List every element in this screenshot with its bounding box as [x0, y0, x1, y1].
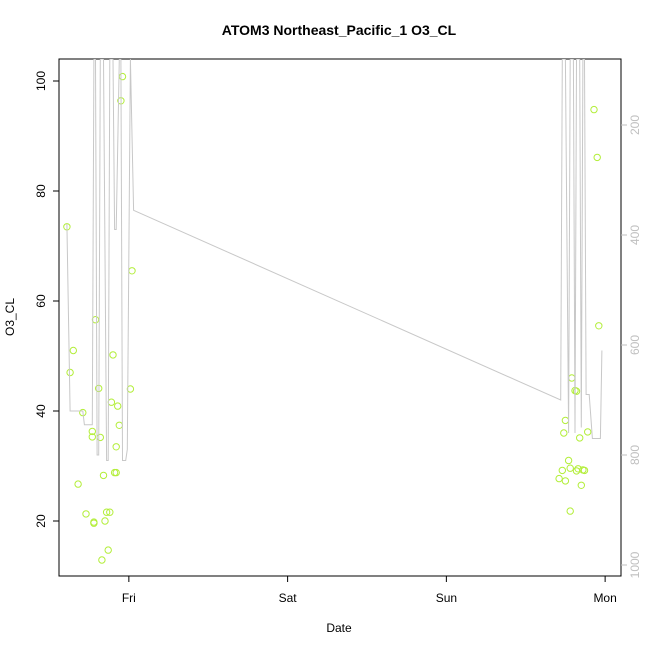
data-point: [109, 351, 117, 359]
plot-frame: [58, 58, 622, 577]
data-point: [88, 433, 97, 441]
data-point: [115, 421, 124, 429]
data-point: [566, 507, 574, 515]
data-point: [555, 474, 563, 483]
data-point: [577, 481, 585, 489]
data-point: [98, 556, 106, 564]
y2-tick-label: 1000: [628, 551, 642, 578]
data-point: [114, 402, 122, 410]
series-line: [66, 59, 603, 461]
x-tick-label: Fri: [122, 591, 136, 605]
y-tick-label: 20: [34, 514, 48, 528]
data-point: [564, 456, 573, 465]
data-point: [593, 153, 601, 162]
data-point: [99, 471, 108, 480]
right-axis: 200 400 600 800 1000: [621, 115, 642, 578]
y2-tick-label: 800: [628, 445, 642, 465]
data-point: [572, 387, 581, 395]
x-tick-label: Sat: [279, 591, 298, 605]
data-point: [561, 477, 570, 485]
y-axis-label: O3_CL: [3, 298, 17, 336]
chart-title: ATOM3 Northeast_Pacific_1 O3_CL: [222, 22, 457, 38]
data-point: [595, 322, 603, 330]
data-point: [96, 433, 105, 442]
data-point: [580, 466, 589, 475]
data-point: [572, 467, 581, 475]
data-point: [104, 546, 112, 554]
data-point: [558, 466, 566, 475]
data-point: [74, 480, 82, 488]
data-point: [102, 508, 111, 516]
data-point: [101, 517, 109, 525]
y-tick-label: 40: [34, 404, 48, 418]
y2-tick-label: 600: [628, 335, 642, 355]
data-point: [66, 368, 74, 377]
x-tick-label: Sun: [436, 591, 457, 605]
data-point: [112, 468, 120, 477]
y2-tick-label: 200: [628, 115, 642, 135]
data-point: [106, 508, 114, 516]
data-point: [590, 105, 598, 114]
y-tick-label: 100: [34, 71, 48, 91]
x-tick-label: Mon: [593, 591, 616, 605]
data-point: [90, 519, 98, 527]
x-axis-label: Date: [326, 621, 352, 635]
data-point: [82, 510, 90, 518]
data-point: [560, 429, 568, 437]
data-point: [561, 416, 570, 425]
data-point: [576, 434, 584, 442]
data-point: [69, 346, 78, 355]
y-tick-label: 80: [34, 184, 48, 198]
data-point: [126, 385, 135, 393]
data-point: [79, 408, 87, 417]
data-point: [118, 72, 127, 81]
data-point: [568, 374, 576, 382]
data-point: [584, 428, 592, 436]
data-point: [112, 443, 120, 451]
bottom-axis: Fri Sat Sun Mon: [122, 576, 617, 605]
left-axis: 20 40 60 80 100: [34, 71, 59, 528]
data-point: [88, 427, 97, 436]
y2-tick-label: 400: [628, 225, 642, 245]
data-point: [107, 398, 116, 406]
y-tick-label: 60: [34, 294, 48, 308]
data-point: [566, 464, 574, 472]
data-point: [128, 267, 136, 275]
series-layer: [63, 59, 603, 564]
